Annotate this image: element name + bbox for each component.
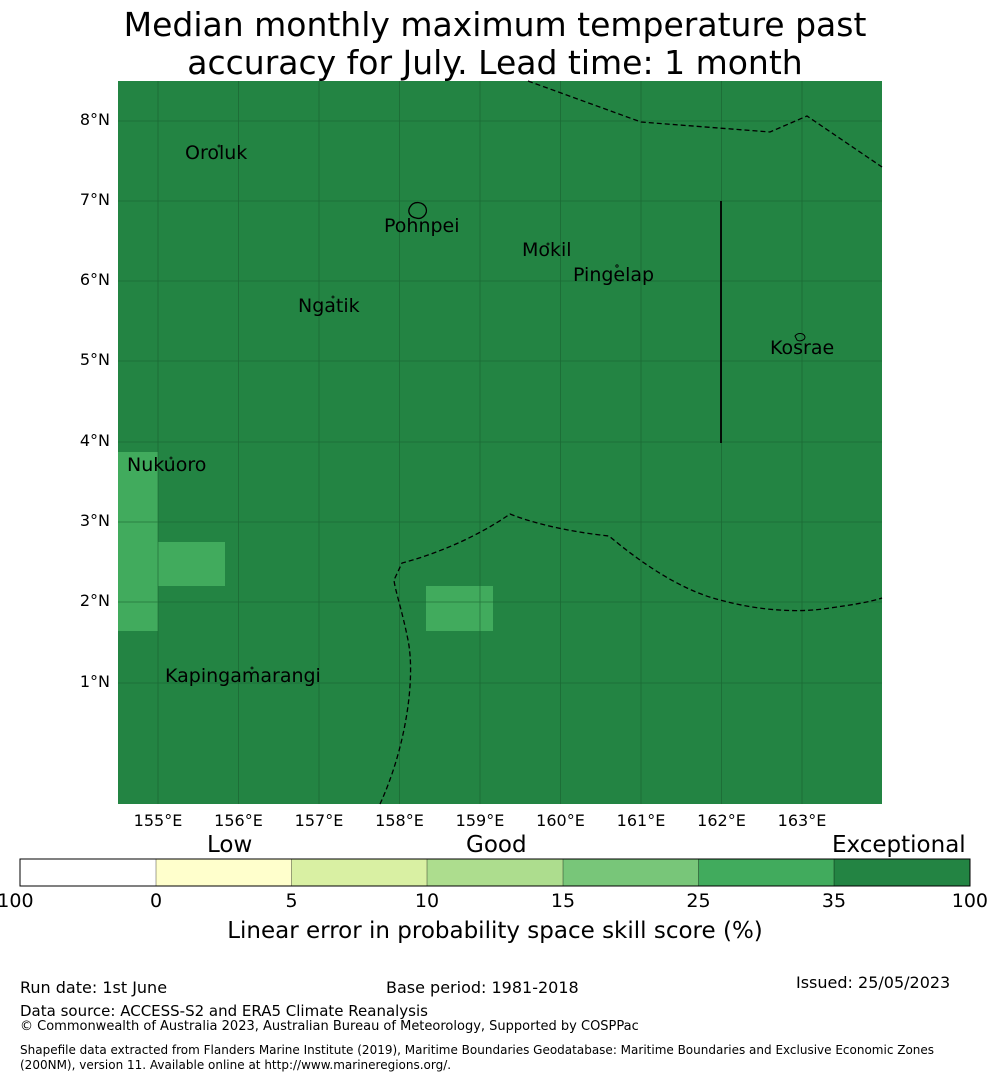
colorbar-segment-7 (834, 859, 970, 886)
place-label-kosrae: Kosrae (770, 337, 835, 359)
colorbar (19, 858, 971, 887)
lon-label-163e: 163°E (777, 811, 827, 830)
mokil-island (546, 242, 550, 246)
colorbar-frame (19, 858, 971, 887)
kosrae-island-outline (794, 333, 806, 342)
eez-boundaries (379, 80, 883, 805)
title-line-2: accuracy for July. Lead time: 1 month (187, 43, 803, 82)
place-label-pohnpei: Pohnpei (384, 215, 460, 237)
lat-label-3n: 3°N (79, 511, 110, 530)
lon-label-158e: 158°E (375, 811, 424, 830)
eez-boundary-north (527, 80, 883, 168)
lat-label-4n: 4°N (79, 431, 110, 450)
footer-issued: Issued: 25/05/2023 (796, 973, 951, 992)
colorbar-tick-0: 0 (149, 890, 163, 912)
lon-label-157e: 157°E (294, 811, 344, 830)
colorbar-segment-4 (427, 859, 563, 886)
place-label-kapingamarangi: Kapingamarangi (165, 665, 321, 687)
place-label-pingelap: Pingelap (573, 264, 655, 286)
lon-label-155e: 155°E (133, 811, 183, 830)
place-label-nukuoro: Nukuoro (127, 454, 207, 476)
place-label-ngatik: Ngatik (298, 295, 360, 317)
colorbar-tick-5: 5 (285, 890, 298, 912)
gridlines (118, 81, 882, 804)
ngatik-island (331, 295, 335, 299)
lon-label-159e: 159°E (455, 811, 505, 830)
lat-label-5n: 5°N (79, 350, 110, 369)
place-label-mokil: Mokil (522, 239, 572, 261)
skill-patch-west (118, 452, 158, 631)
colorbar-tick-15: 15 (550, 890, 576, 912)
colorbar-segment-3 (291, 859, 427, 886)
footer-data-source: Data source: ACCESS-S2 and ERA5 Climate … (20, 1002, 428, 1020)
category-label-exceptional: Exceptional (832, 832, 966, 858)
kapingamarangi-island (250, 666, 254, 670)
oroluk-island (217, 144, 221, 148)
pingelap-island (615, 264, 619, 268)
colorbar-tick-35: 35 (821, 890, 847, 912)
colorbar-title: Linear error in probability space skill … (227, 918, 763, 944)
footer-copyright: © Commonwealth of Australia 2023, Austra… (20, 1019, 639, 1034)
colorbar-tick-25: 25 (686, 890, 711, 912)
pohnpei-island-outline (408, 201, 428, 220)
lat-label-1n: 1°N (79, 672, 110, 691)
lat-label-2n: 2°N (79, 591, 110, 610)
colorbar-segment-1 (20, 859, 156, 886)
colorbar-tick-minus100: -100 (0, 890, 34, 912)
colorbar-segment-2 (156, 859, 292, 886)
footer-base-period: Base period: 1981-2018 (386, 978, 579, 997)
category-label-good: Good (466, 832, 527, 858)
lat-label-8n: 8°N (79, 110, 110, 129)
eez-boundary-south (379, 513, 883, 805)
footer-shapefile-line-1: Shapefile data extracted from Flanders M… (20, 1043, 935, 1057)
skill-patch-west-small (158, 542, 225, 586)
colorbar-tick-10: 10 (414, 890, 440, 912)
lon-label-161e: 161°E (616, 811, 666, 830)
lat-label-6n: 6°N (79, 270, 110, 289)
footer-run-date: Run date: 1st June (20, 978, 168, 997)
map-title: Median monthly maximum temperature past … (0, 6, 990, 82)
colorbar-tick-100: 100 (951, 890, 988, 912)
nukuoro-island (169, 456, 173, 460)
colorbar-segment-5 (563, 859, 699, 886)
map-background (118, 81, 882, 804)
skill-patch-center (426, 586, 493, 631)
footer-shapefile-line-2: (200NM), version 11. Available online at… (20, 1058, 452, 1072)
lon-label-156e: 156°E (214, 811, 263, 830)
category-label-low: Low (207, 832, 253, 858)
title-line-1: Median monthly maximum temperature past (123, 5, 867, 44)
lon-label-160e: 160°E (536, 811, 585, 830)
lat-label-7n: 7°N (79, 190, 110, 209)
lon-label-162e: 162°E (697, 811, 746, 830)
place-label-oroluk: Oroluk (185, 142, 248, 164)
colorbar-segment-6 (698, 859, 834, 886)
